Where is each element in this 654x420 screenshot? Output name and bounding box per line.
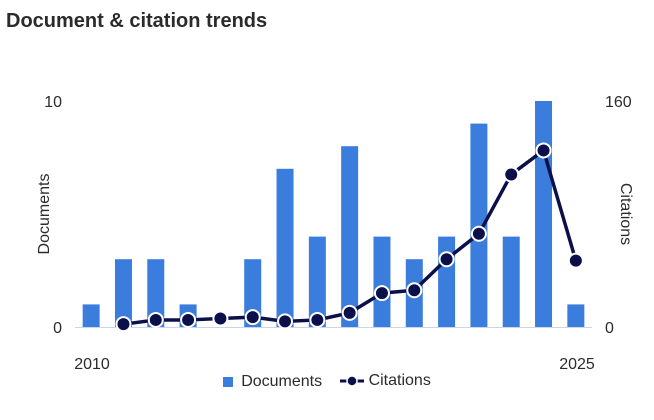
documents-bar-2019[interactable] [373, 236, 391, 327]
y-left-tick-max: 10 [44, 94, 62, 111]
citations-point-2022[interactable] [470, 225, 487, 242]
x-tick-last: 2025 [559, 356, 595, 370]
y-left-axis-label: Documents [36, 174, 53, 255]
legend-citations-label: Citations [368, 372, 431, 389]
citations-point-2012[interactable] [147, 311, 164, 328]
citations-point-2017[interactable] [309, 311, 326, 328]
chart-title: Document & citation trends [6, 10, 268, 32]
documents-bar-2021[interactable] [438, 236, 456, 327]
documents-swatch-icon [223, 377, 234, 387]
citations-point-2014[interactable] [212, 310, 229, 327]
documents-bar-2011[interactable] [114, 259, 132, 327]
y-right-tick-min: 0 [605, 320, 614, 337]
y-right-tick-max: 160 [605, 94, 632, 111]
citations-point-2023[interactable] [503, 166, 520, 183]
documents-bar-2022[interactable] [470, 123, 488, 327]
citations-point-2018[interactable] [341, 304, 358, 321]
citations-point-2024[interactable] [535, 142, 552, 159]
x-tick-first: 2010 [74, 356, 110, 370]
citations-point-2011[interactable] [115, 316, 132, 333]
documents-bar-2017[interactable] [308, 236, 326, 327]
y-right-axis-label: Citations [617, 183, 634, 245]
legend-documents-label: Documents [241, 373, 323, 390]
y-left-tick-min: 0 [53, 320, 62, 337]
citations-point-2016[interactable] [277, 313, 294, 330]
citations-point-2019[interactable] [373, 285, 390, 302]
legend: Documents Citations [0, 372, 654, 392]
documents-bar-2010[interactable] [82, 304, 100, 327]
citations-point-2013[interactable] [180, 311, 197, 328]
citations-point-2015[interactable] [244, 309, 261, 326]
citations-swatch-icon [339, 375, 364, 387]
documents-bar-2025[interactable] [567, 304, 585, 327]
legend-citations[interactable]: Citations [339, 372, 431, 390]
documents-bar-2012[interactable] [147, 259, 165, 327]
citations-point-2021[interactable] [438, 251, 455, 268]
legend-documents[interactable]: Documents [223, 373, 322, 391]
chart-svg: 10 0 160 0 2010 2025 Documents Citations [36, 94, 634, 370]
documents-bar-2016[interactable] [276, 168, 294, 327]
documents-bar-2023[interactable] [502, 236, 520, 327]
documents-bar-2015[interactable] [244, 259, 262, 327]
citations-point-2020[interactable] [406, 282, 423, 299]
documents-bar-2024[interactable] [535, 101, 553, 327]
citations-point-2025[interactable] [567, 252, 584, 269]
documents-bar-2018[interactable] [341, 146, 359, 327]
